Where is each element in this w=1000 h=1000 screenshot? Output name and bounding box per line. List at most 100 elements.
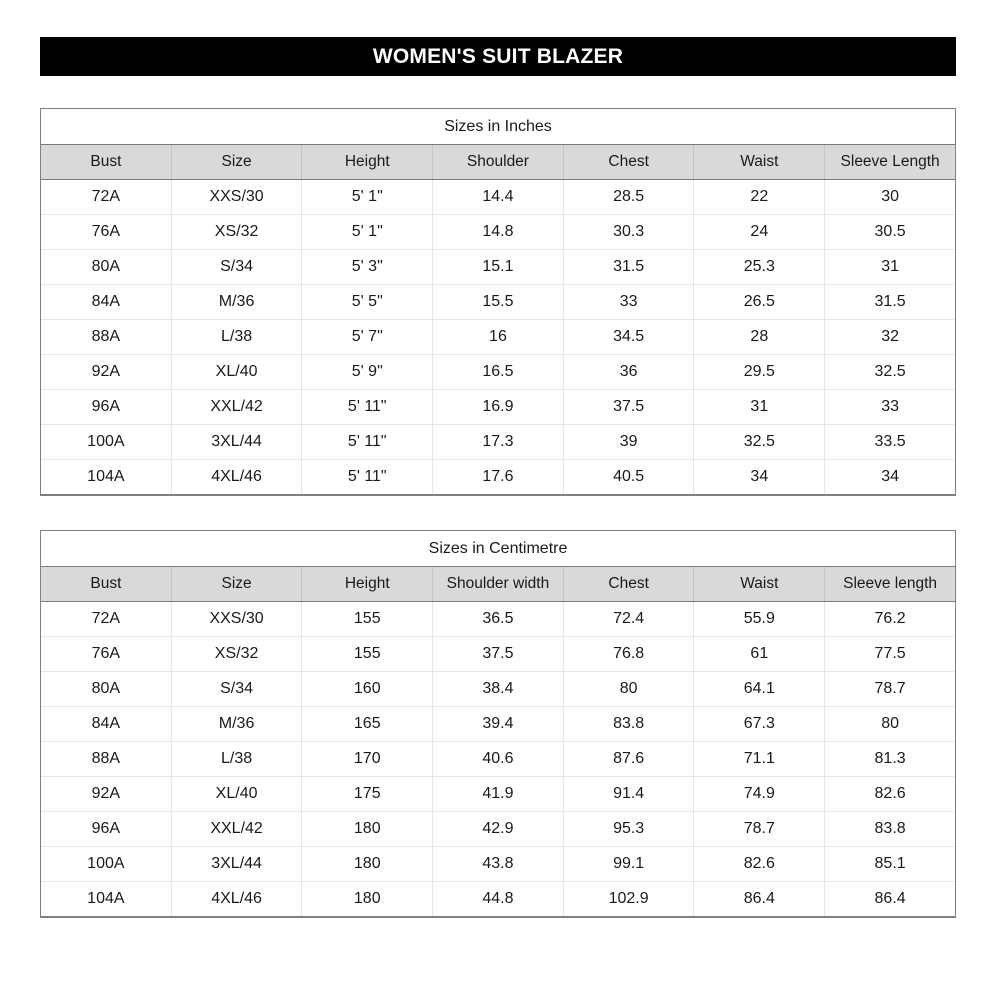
column-header: Sleeve length: [824, 566, 955, 602]
table-row: 92A XL/40 5' 9" 16.5 36 29.5 32.5: [41, 354, 955, 390]
table-row: 80A S/34 160 38.4 80 64.1 78.7: [41, 671, 955, 707]
table-cell: 3XL/44: [171, 424, 303, 460]
table-cell: 61: [693, 636, 826, 672]
table-cell: 32.5: [824, 354, 955, 390]
table-cell: 87.6: [563, 741, 695, 777]
table-cell: 86.4: [693, 881, 826, 916]
table-cell: S/34: [171, 249, 303, 285]
table-cell: 37.5: [563, 389, 695, 425]
table-cell: 33: [824, 389, 955, 425]
column-header: Size: [171, 566, 303, 602]
table-cell: 33: [563, 284, 695, 320]
table-cell: 180: [301, 846, 434, 882]
table-cell: 44.8: [432, 881, 564, 916]
table-inches-body: Sizes in Inches Bust Size Height Shoulder Che…: [41, 109, 955, 494]
table-cell: XXL/42: [171, 389, 303, 425]
table-cell: 29.5: [693, 354, 826, 390]
table-row: 88A L/38 170 40.6 87.6 71.1 81.3: [41, 741, 955, 777]
table-cell: 42.9: [432, 811, 564, 847]
table-cell: 28.5: [563, 179, 695, 215]
size-table-centimetre-grid: Sizes in Centimetre Bust Size Height Shoulde…: [41, 531, 955, 916]
table-cell: 82.6: [693, 846, 826, 882]
table-cell: 40.6: [432, 741, 564, 777]
table-cell: 17.3: [432, 424, 564, 460]
size-table-centimetre: Sizes in Centimetre Bust Size Height Shoulde…: [40, 530, 956, 918]
table-cell: 100A: [41, 846, 172, 882]
table-cell: 96A: [41, 811, 172, 847]
table-cell: XL/40: [171, 354, 303, 390]
table-cell: 92A: [41, 776, 172, 812]
table-cell: 5' 11": [301, 459, 434, 494]
table-row: 92A XL/40 175 41.9 91.4 74.9 82.6: [41, 776, 955, 812]
table-cell: 33.5: [824, 424, 955, 460]
table-cell: 88A: [41, 319, 172, 355]
table-row: 100A 3XL/44 180 43.8 99.1 82.6 85.1: [41, 846, 955, 882]
table-cell: 80A: [41, 249, 172, 285]
table-cell: 24: [693, 214, 826, 250]
table-cell: 99.1: [563, 846, 695, 882]
table-cell: 92A: [41, 354, 172, 390]
table-row: 84A M/36 5' 5" 15.5 33 26.5 31.5: [41, 284, 955, 320]
table-cell: L/38: [171, 741, 303, 777]
table-cell: 76.8: [563, 636, 695, 672]
table-cell: 39: [563, 424, 695, 460]
table-caption-row: Sizes in Inches: [41, 109, 955, 145]
table-row: 104A 4XL/46 180 44.8 102.9 86.4 86.4: [41, 881, 955, 916]
table-cell: XXS/30: [171, 601, 303, 637]
table-caption-row: Sizes in Centimetre: [41, 531, 955, 567]
table-cell: 5' 11": [301, 424, 434, 460]
table-row: 96A XXL/42 5' 11" 16.9 37.5 31 33: [41, 389, 955, 425]
table-cell: 81.3: [824, 741, 955, 777]
table-row: 88A L/38 5' 7" 16 34.5 28 32: [41, 319, 955, 355]
table-cell: 160: [301, 671, 434, 707]
table-cell: 76A: [41, 214, 172, 250]
table-cell: 31.5: [563, 249, 695, 285]
size-table-inches: Sizes in Inches Bust Size Height Shoulder Che…: [40, 108, 956, 496]
table-cell: 5' 3": [301, 249, 434, 285]
table-cell: 38.4: [432, 671, 564, 707]
table-cell: XS/32: [171, 214, 303, 250]
table-cell: 86.4: [824, 881, 955, 916]
table-cell: 36: [563, 354, 695, 390]
table-cell: 41.9: [432, 776, 564, 812]
table-row: 76A XS/32 5' 1" 14.8 30.3 24 30.5: [41, 214, 955, 250]
table-cell: 31: [824, 249, 955, 285]
size-table-inches-grid: Sizes in Inches Bust Size Height Shoulder Che…: [41, 109, 955, 494]
table-row: 104A 4XL/46 5' 11" 17.6 40.5 34 34: [41, 459, 955, 494]
table-row: 96A XXL/42 180 42.9 95.3 78.7 83.8: [41, 811, 955, 847]
table-row: 100A 3XL/44 5' 11" 17.3 39 32.5 33.5: [41, 424, 955, 460]
table-cell: 25.3: [693, 249, 826, 285]
table-caption: Sizes in Inches: [41, 109, 955, 145]
table-cell: 84A: [41, 706, 172, 742]
column-header: Waist: [693, 566, 826, 602]
column-header: Bust: [41, 566, 172, 602]
table-cell: XXL/42: [171, 811, 303, 847]
table-cell: S/34: [171, 671, 303, 707]
table-cell: 80: [824, 706, 955, 742]
table-cell: 91.4: [563, 776, 695, 812]
table-cell: 16: [432, 319, 564, 355]
column-header: Bust: [41, 144, 172, 180]
table-cell: 95.3: [563, 811, 695, 847]
table-cell: 16.9: [432, 389, 564, 425]
table-cell: 64.1: [693, 671, 826, 707]
table-cell: 37.5: [432, 636, 564, 672]
table-cell: 40.5: [563, 459, 695, 494]
table-cell: 84A: [41, 284, 172, 320]
table-cell: 67.3: [693, 706, 826, 742]
table-cell: 100A: [41, 424, 172, 460]
table-cell: 74.9: [693, 776, 826, 812]
table-row: 84A M/36 165 39.4 83.8 67.3 80: [41, 706, 955, 742]
table-cell: 85.1: [824, 846, 955, 882]
table-cell: 96A: [41, 389, 172, 425]
column-header: Waist: [693, 144, 826, 180]
page-title: WOMEN'S SUIT BLAZER: [372, 45, 624, 68]
table-header-row: Bust Size Height Shoulder Chest Waist Sleeve L…: [41, 144, 955, 180]
table-cell: 175: [301, 776, 434, 812]
table-cell: 83.8: [563, 706, 695, 742]
table-cell: 78.7: [824, 671, 955, 707]
column-header: Shoulder width: [432, 566, 564, 602]
table-cell: 72.4: [563, 601, 695, 637]
table-cell: 4XL/46: [171, 459, 303, 494]
table-cell: 80A: [41, 671, 172, 707]
